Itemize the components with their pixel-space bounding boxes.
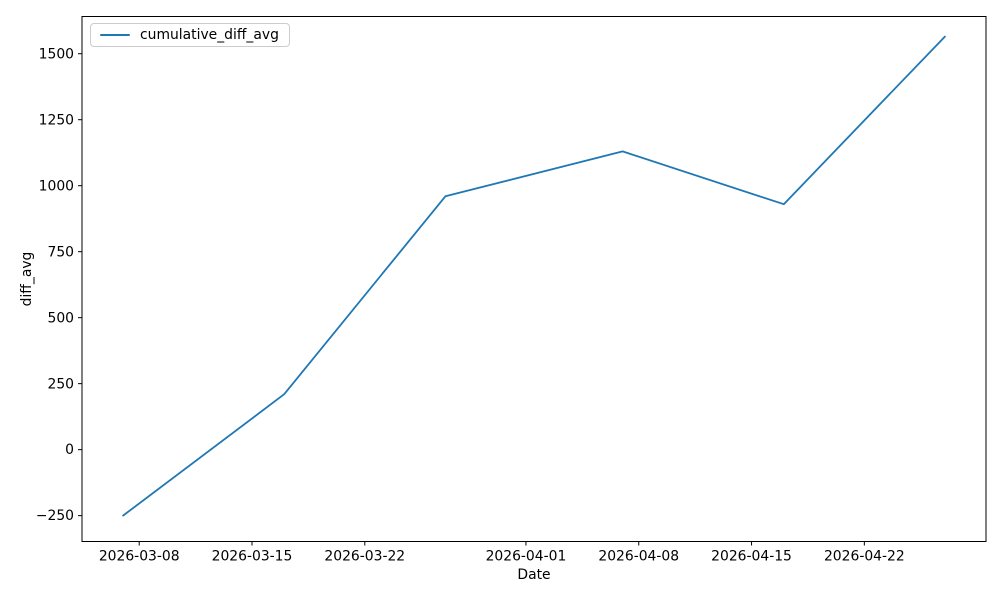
y-tick-label: 1500 <box>39 46 74 62</box>
y-tick-label: 0 <box>65 442 74 458</box>
legend: cumulative_diff_avg <box>90 23 290 47</box>
plot-frame <box>81 16 987 542</box>
y-tick-label: 1000 <box>39 178 74 194</box>
x-tick-label: 2026-04-01 <box>486 549 567 565</box>
series-line-cumulative_diff_avg <box>122 35 946 517</box>
y-tick-label: 750 <box>47 244 74 260</box>
y-tick-label: 1250 <box>39 112 74 128</box>
x-tick-label: 2026-03-22 <box>324 549 405 565</box>
y-axis-label: diff_avg <box>19 251 35 307</box>
y-tick-label: 250 <box>47 376 74 392</box>
x-tick-label: 2026-04-15 <box>711 549 792 565</box>
x-tick-label: 2026-03-15 <box>212 549 293 565</box>
legend-label: cumulative_diff_avg <box>140 27 279 43</box>
y-tick-label: −250 <box>36 508 74 524</box>
legend-line-swatch <box>100 33 130 37</box>
y-tick-label: 500 <box>47 310 74 326</box>
x-tick-label: 2026-04-08 <box>598 549 679 565</box>
x-tick-label: 2026-04-22 <box>824 549 905 565</box>
x-axis-label: Date <box>517 567 551 583</box>
x-tick-label: 2026-03-08 <box>99 549 180 565</box>
